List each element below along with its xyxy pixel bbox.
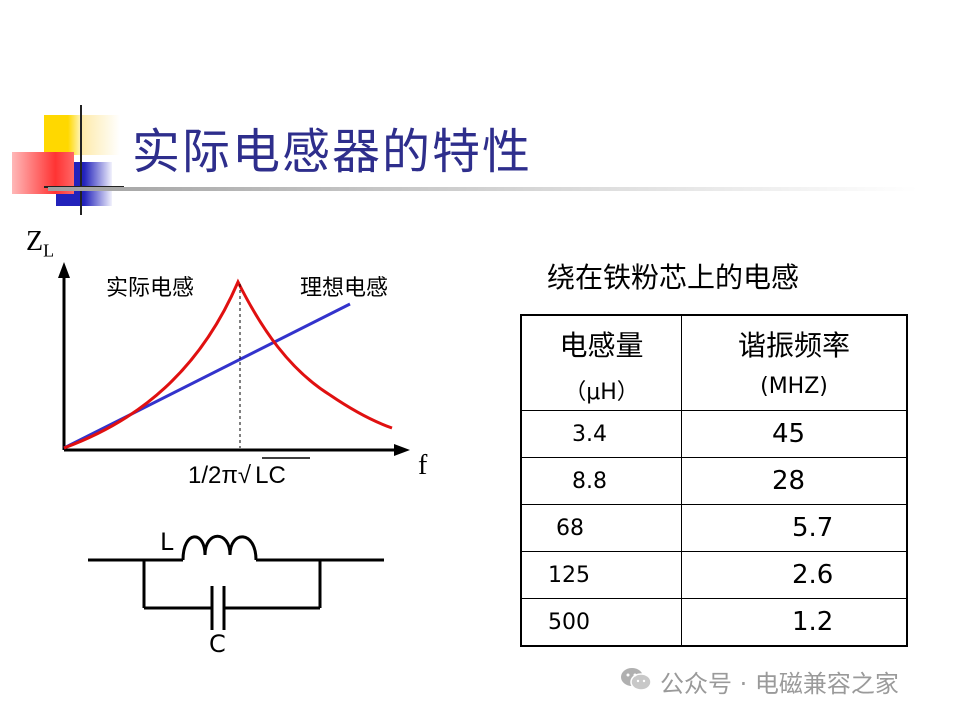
header-inductance: 电感量 （μH） bbox=[520, 314, 682, 411]
frequency-value: 5.7 bbox=[792, 513, 834, 543]
table-row: 3.4 45 bbox=[520, 410, 908, 458]
orange-glow bbox=[80, 115, 120, 155]
frequency-value: 2.6 bbox=[792, 560, 834, 590]
inductance-cell: 8.8 bbox=[520, 457, 682, 505]
inductance-value: 3.4 bbox=[572, 421, 607, 447]
yellow-square bbox=[44, 115, 84, 155]
frequency-cell: 2.6 bbox=[681, 551, 908, 599]
inductance-cell: 68 bbox=[520, 504, 682, 552]
watermark-text: 公众号 · 电磁兼容之家 bbox=[660, 670, 899, 698]
frequency-cell: 5.7 bbox=[681, 504, 908, 552]
y-axis-label: ZL bbox=[26, 226, 54, 262]
page-title: 实际电感器的特性 bbox=[132, 124, 533, 180]
frequency-value: 28 bbox=[772, 466, 806, 496]
ideal-inductor-label: 理想电感 bbox=[300, 276, 389, 301]
header-frequency-unit: (MHZ) bbox=[760, 374, 828, 399]
wechat-icon bbox=[621, 668, 652, 691]
frequency-cell: 1.2 bbox=[681, 598, 908, 647]
title-underline bbox=[48, 187, 918, 191]
frequency-value: 45 bbox=[772, 419, 806, 449]
frequency-cell: 28 bbox=[681, 457, 908, 505]
x-axis-arrow bbox=[394, 444, 410, 456]
real-inductor-label: 实际电感 bbox=[106, 276, 195, 301]
inductance-value: 68 bbox=[556, 515, 584, 541]
title-vertical-line bbox=[80, 105, 82, 215]
inductor-coil-icon bbox=[181, 534, 258, 561]
table-row: 68 5.7 bbox=[520, 504, 908, 552]
resonance-prefix: 1/2π√ bbox=[188, 462, 252, 489]
y-axis-symbol: Z bbox=[26, 226, 44, 257]
table-header-row: 电感量 （μH） 谐振频率 (MHZ) bbox=[520, 314, 908, 411]
ideal-inductor-line bbox=[63, 302, 351, 450]
inductance-value: 8.8 bbox=[572, 468, 607, 494]
resonance-radicand: LC bbox=[255, 462, 286, 489]
header-inductance-unit: （μH） bbox=[564, 380, 639, 405]
table-caption: 绕在铁粉芯上的电感 bbox=[547, 261, 800, 294]
table-row: 8.8 28 bbox=[520, 457, 908, 505]
inductance-cell: 500 bbox=[520, 598, 682, 647]
inductor-label: L bbox=[160, 528, 174, 556]
table-row: 125 2.6 bbox=[520, 551, 908, 599]
inductance-value: 500 bbox=[548, 609, 590, 635]
header-frequency: 谐振频率 (MHZ) bbox=[681, 314, 908, 411]
frequency-value: 1.2 bbox=[792, 607, 834, 637]
table-row: 500 1.2 bbox=[520, 598, 908, 647]
x-axis-label: f bbox=[418, 450, 428, 481]
inductance-value: 125 bbox=[548, 562, 590, 588]
y-axis-arrow bbox=[58, 262, 70, 278]
header-inductance-label: 电感量 bbox=[559, 329, 644, 362]
capacitor-label: C bbox=[209, 630, 226, 658]
y-axis-subscript: L bbox=[43, 240, 55, 261]
real-inductor-curve bbox=[63, 278, 393, 450]
header-frequency-label: 谐振频率 bbox=[737, 329, 850, 362]
resonance-frequency-label: 1/2π√ LC bbox=[188, 462, 286, 490]
inductance-cell: 3.4 bbox=[520, 410, 682, 458]
inductance-frequency-table: 电感量 （μH） 谐振频率 (MHZ) 3.4 45 8.8 28 68 5.7… bbox=[520, 314, 908, 647]
lc-circuit bbox=[88, 534, 384, 630]
frequency-cell: 45 bbox=[681, 410, 908, 458]
inductance-cell: 125 bbox=[520, 551, 682, 599]
